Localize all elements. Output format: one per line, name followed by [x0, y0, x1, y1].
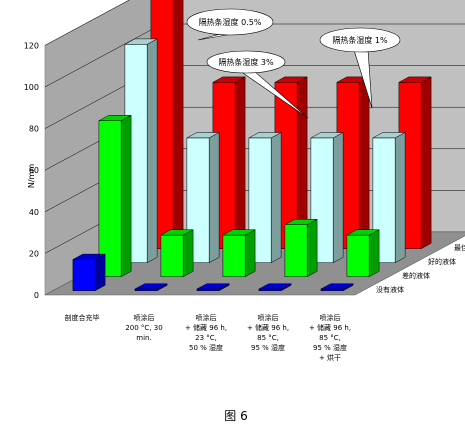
series-label: 最佳液体: [454, 243, 465, 252]
bar-top: [284, 219, 318, 225]
bar-front: [284, 224, 308, 277]
depth-axis-labels: 最佳液体好的液体差的液体没有液体: [376, 243, 465, 294]
bar-front: [346, 234, 370, 277]
bar-front: [196, 288, 220, 291]
bar-top: [134, 283, 168, 290]
x-category-label: 剖度合充毕: [65, 313, 100, 322]
bar-top: [398, 76, 432, 83]
bar-top: [222, 229, 256, 236]
bar-side: [306, 218, 318, 278]
bar-side: [394, 132, 406, 264]
callout-bubble: [186, 8, 274, 36]
bar-side: [368, 229, 380, 278]
callout: 隔热条湿度 3%: [206, 50, 309, 119]
y-tick-label: 120: [24, 41, 39, 50]
bar-top: [196, 283, 230, 290]
x-category-label: 喷涂后 200 °C, 30 min.: [125, 313, 162, 342]
bar-side: [234, 76, 246, 250]
bar-side: [146, 38, 158, 264]
bar-side: [120, 114, 132, 278]
y-tick-label: 80: [29, 125, 39, 134]
bar-top: [310, 132, 344, 139]
bar-top: [72, 253, 106, 260]
callout-label: 隔热条湿度 3%: [218, 57, 274, 67]
gridline: [44, 0, 130, 46]
bars: [72, 0, 432, 292]
bar-front: [98, 120, 122, 277]
x-category-label: 喷涂后+ 储藏 96 h, 23 °C, 50 % 湿度: [185, 313, 227, 352]
bar: [284, 218, 318, 278]
bar-top: [248, 132, 282, 139]
bar-top: [258, 283, 292, 290]
bar-top: [274, 76, 308, 83]
x-category-label: 喷涂后+ 储藏 96 h, 85 °C, 95 % 湿度+ 烘干: [309, 313, 351, 362]
y-tick-label: 20: [29, 249, 39, 258]
bar: [98, 114, 132, 278]
bar: [222, 229, 256, 278]
callouts: 隔热条湿度 0.5% 隔热条湿度 3% 隔热条湿度 1%: [186, 8, 401, 119]
bar-top: [320, 283, 354, 290]
bar-top: [98, 115, 132, 121]
bar-top: [212, 76, 246, 83]
series-label: 没有液体: [376, 285, 404, 294]
callout-label: 隔热条湿度 1%: [332, 35, 388, 45]
bar: [258, 283, 292, 292]
callout: 隔热条湿度 1%: [319, 27, 401, 109]
bar: [72, 253, 106, 292]
bar: [134, 283, 168, 292]
y-axis-ticks: 0 20 40 60 80 100 120: [24, 41, 39, 300]
y-axis-label: N/mm: [27, 164, 36, 188]
callout: 隔热条湿度 0.5%: [186, 8, 274, 41]
callout-bubble: [206, 50, 286, 74]
bar-side: [172, 0, 184, 250]
bar-top: [124, 38, 158, 45]
bar-front: [72, 259, 96, 291]
y-tick-label: 0: [34, 291, 39, 300]
bar-side: [182, 229, 194, 278]
callout-bubble: [319, 27, 401, 53]
bar-top: [372, 132, 406, 139]
bar-top: [346, 229, 380, 236]
bar: [346, 229, 380, 278]
bar-side: [270, 132, 282, 264]
x-category-label: 喷涂后+ 储藏 96 h, 85 °C, 95 % 湿度: [247, 313, 289, 352]
bar-top: [186, 132, 220, 139]
bar: [160, 229, 194, 278]
y-tick-label: 100: [24, 83, 39, 92]
series-label: 好的液体: [428, 257, 456, 266]
bar: [196, 283, 230, 292]
bar-side: [420, 76, 432, 250]
y-tick-label: 40: [29, 208, 39, 217]
bar-side: [208, 132, 220, 264]
bar-front: [160, 234, 184, 277]
bar-side: [244, 229, 256, 278]
bar-side: [332, 132, 344, 264]
bar-side: [358, 76, 370, 250]
bar-front: [222, 234, 246, 277]
bar-front: [258, 288, 282, 291]
x-axis-categories: 剖度合充毕 喷涂后 200 °C, 30 min. 喷涂后+ 储藏 96 h, 23 °C…: [65, 313, 352, 362]
series-label: 差的液体: [402, 271, 430, 280]
bar: [320, 283, 354, 292]
bar-front: [134, 288, 158, 291]
bar-side: [94, 253, 106, 292]
bar-front: [320, 288, 344, 291]
callout-label: 隔热条湿度 0.5%: [199, 17, 262, 27]
y-tick-label: 60: [29, 166, 39, 175]
figure-caption: 图 6: [224, 409, 247, 423]
bar-top: [160, 229, 194, 236]
